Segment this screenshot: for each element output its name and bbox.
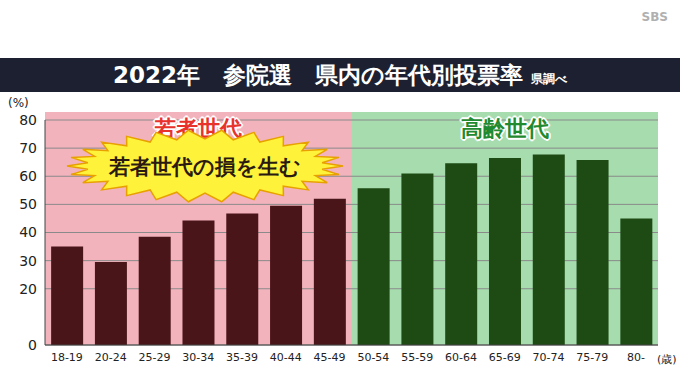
svg-text:18-19: 18-19 [51, 351, 83, 364]
html-text:(歳): (歳) [657, 353, 677, 366]
svg-text:40: 40 [19, 224, 37, 240]
svg-text:50: 50 [19, 196, 37, 212]
svg-text:65-69: 65-69 [489, 351, 521, 364]
svg-text:0: 0 [28, 337, 37, 353]
html-text:2022年 参院選 県内の年代別投票率 県調べ: 2022年 参院選 県内の年代別投票率 県調べ [113, 61, 567, 88]
svg-text:40-44: 40-44 [270, 351, 302, 364]
svg-text:55-59: 55-59 [401, 351, 433, 364]
svg-text:80-: 80- [627, 351, 645, 364]
html-text:高齢世代: 高齢世代 [460, 116, 549, 141]
html-text:若者世代: 若者世代 [154, 116, 243, 141]
svg-text:35-39: 35-39 [226, 351, 258, 364]
svg-text:30-34: 30-34 [182, 351, 214, 364]
svg-text:75-79: 75-79 [576, 351, 608, 364]
svg-text:45-49: 45-49 [314, 351, 346, 364]
svg-text:60-64: 60-64 [445, 351, 477, 364]
svg-text:30: 30 [19, 253, 37, 269]
svg-text:70: 70 [19, 140, 37, 156]
svg-text:70-74: 70-74 [533, 351, 565, 364]
svg-text:60: 60 [19, 168, 37, 184]
svg-text:80: 80 [19, 112, 37, 128]
svg-text:20: 20 [19, 281, 37, 297]
svg-text:20-24: 20-24 [95, 351, 127, 364]
html-text:SBS: SBS [641, 10, 668, 24]
svg-text:50-54: 50-54 [357, 351, 389, 364]
svg-text:若者世代の損を生む: 若者世代の損を生む [108, 155, 301, 179]
svg-text:25-29: 25-29 [138, 351, 170, 364]
